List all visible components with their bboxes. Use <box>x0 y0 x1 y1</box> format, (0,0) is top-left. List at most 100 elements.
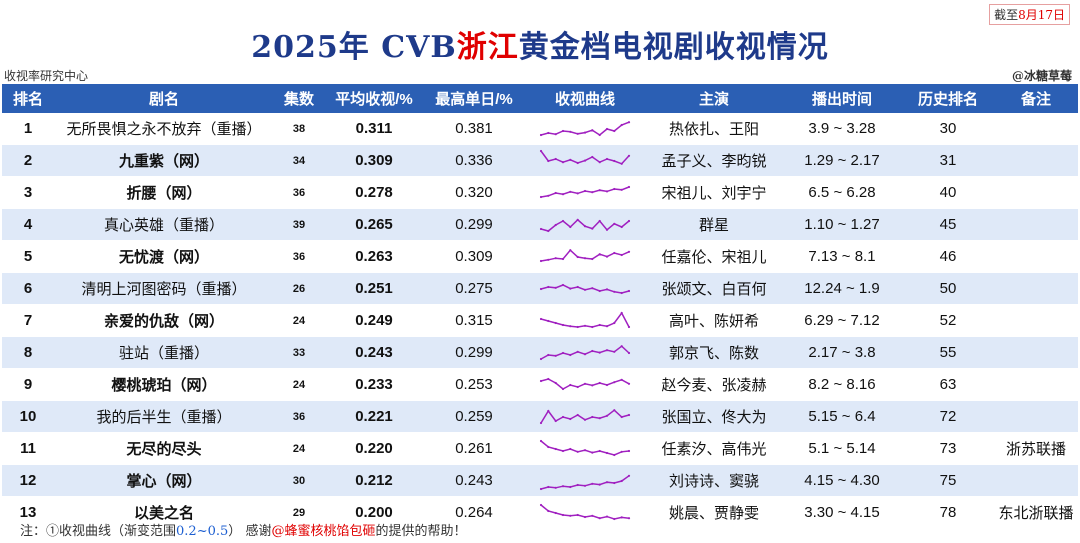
sparkline-point <box>598 516 601 519</box>
sparkline-path <box>540 344 630 360</box>
cell-note <box>994 400 1078 433</box>
cell-episodes: 30 <box>274 464 324 497</box>
cell-rank: 9 <box>2 368 54 401</box>
rating-sparkline <box>539 149 631 165</box>
sparkline-path <box>540 439 630 456</box>
sparkline-point <box>598 351 601 354</box>
cell-note <box>994 368 1078 401</box>
rating-sparkline <box>539 408 631 424</box>
sparkline-point <box>613 129 616 132</box>
cell-curve <box>524 113 646 145</box>
sparkline-point <box>539 503 543 506</box>
cell-history: 78 <box>902 496 994 529</box>
sparkline-point <box>613 251 616 254</box>
cell-peak: 0.261 <box>424 432 524 465</box>
sparkline-point <box>554 381 557 384</box>
cell-peak: 0.299 <box>424 208 524 241</box>
sparkline-point <box>605 189 609 192</box>
table-row: 1 无所畏惧之永不放弃（重播） 38 0.311 0.381 热依扎、王阳 3.9 ~ 3.… <box>2 113 1078 145</box>
sparkline-point <box>605 414 609 417</box>
sparkline-point <box>583 382 587 385</box>
cell-cast: 宋祖儿、刘宇宁 <box>646 176 782 209</box>
cell-history: 31 <box>902 144 994 177</box>
cell-air: 5.15 ~ 6.4 <box>782 400 902 433</box>
table-row: 9 樱桃琥珀（网） 24 0.233 0.253 赵今麦、张凌赫 8.2 ~ 8.16 63 <box>2 368 1078 401</box>
rating-sparkline <box>539 439 631 456</box>
sparkline-point <box>576 413 579 416</box>
cell-episodes: 34 <box>274 144 324 177</box>
cell-air: 3.9 ~ 3.28 <box>782 113 902 145</box>
title-part2: 黄金档电视剧收视情况 <box>518 30 829 65</box>
sparkline-point <box>576 513 579 516</box>
footnote-thanks-suffix: 的提供的帮助！ <box>375 524 467 539</box>
sparkline-point <box>627 516 631 519</box>
cell-episodes: 24 <box>274 304 324 337</box>
sparkline-path <box>540 248 630 262</box>
footnote: 注：①收视曲线（渐变范围0.2~0.5） 感谢@蜂蜜核桃馅包砸的提供的帮助！ <box>20 520 466 539</box>
cell-note <box>994 304 1078 337</box>
cell-title: 无所畏惧之永不放弃（重播） <box>54 113 274 145</box>
sparkline-point <box>598 381 601 384</box>
sparkline-point <box>583 288 587 291</box>
sparkline-point <box>554 354 557 357</box>
sparkline-point <box>576 218 579 221</box>
sparkline-point <box>561 513 565 516</box>
sparkline-point <box>598 483 601 486</box>
cell-rank: 10 <box>2 400 54 433</box>
sparkline-point <box>620 162 623 165</box>
date-note-date: 8月17日 <box>1018 8 1065 22</box>
cell-rank: 6 <box>2 272 54 305</box>
cell-episodes: 26 <box>274 272 324 305</box>
cell-avg: 0.278 <box>324 176 424 209</box>
cell-rank: 2 <box>2 144 54 177</box>
title-part1: 2025年 CVB <box>251 30 457 65</box>
sparkline-point <box>591 349 594 352</box>
cell-curve <box>524 176 646 209</box>
sparkline-point <box>554 132 557 135</box>
sparkline-point <box>620 415 623 418</box>
org-label: 收视率研究中心 <box>4 69 89 83</box>
sparkline-point <box>627 351 631 354</box>
cell-air: 1.29 ~ 2.17 <box>782 144 902 177</box>
footnote-thanks-prefix: 感谢 <box>245 524 272 539</box>
cell-history: 52 <box>902 304 994 337</box>
sparkline-point <box>613 222 616 225</box>
cell-episodes: 39 <box>274 208 324 241</box>
rating-sparkline <box>539 503 631 520</box>
cell-air: 3.30 ~ 4.15 <box>782 496 902 529</box>
sparkline-point <box>561 129 565 132</box>
cell-curve <box>524 144 646 177</box>
cell-note <box>994 144 1078 177</box>
sparkline-point <box>561 415 565 418</box>
cell-curve <box>524 208 646 241</box>
cell-peak: 0.264 <box>424 496 524 529</box>
cell-air: 1.10 ~ 1.27 <box>782 208 902 241</box>
cell-rank: 13 <box>2 496 54 529</box>
cell-air: 6.5 ~ 6.28 <box>782 176 902 209</box>
sparkline-point <box>591 383 594 386</box>
cell-note <box>994 240 1078 273</box>
rating-sparkline <box>539 248 631 262</box>
table-row: 4 真心英雄（重播） 39 0.265 0.299 群星 1.10 ~ 1.27 45 <box>2 208 1078 241</box>
cell-curve <box>524 464 646 497</box>
credit-label: @冰糖草莓 <box>1011 69 1072 83</box>
sparkline-point <box>583 484 587 487</box>
sparkline-point <box>569 225 572 228</box>
sparkline-point <box>598 416 601 419</box>
sparkline-point <box>576 161 579 164</box>
cell-episodes: 33 <box>274 336 324 369</box>
sparkline-point <box>598 160 601 163</box>
sparkline-point <box>598 252 601 255</box>
sparkline-point <box>561 387 565 390</box>
cell-peak: 0.315 <box>424 304 524 337</box>
cell-cast: 张颂文、白百何 <box>646 272 782 305</box>
cell-cast: 郭京飞、陈数 <box>646 336 782 369</box>
sparkline-point <box>620 344 623 347</box>
sparkline-point <box>613 408 616 411</box>
rating-sparkline <box>539 474 631 490</box>
sparkline-point <box>569 417 572 420</box>
cell-curve <box>524 400 646 433</box>
sparkline-point <box>569 130 572 133</box>
sparkline-point <box>561 323 565 326</box>
sparkline-point <box>583 224 587 227</box>
